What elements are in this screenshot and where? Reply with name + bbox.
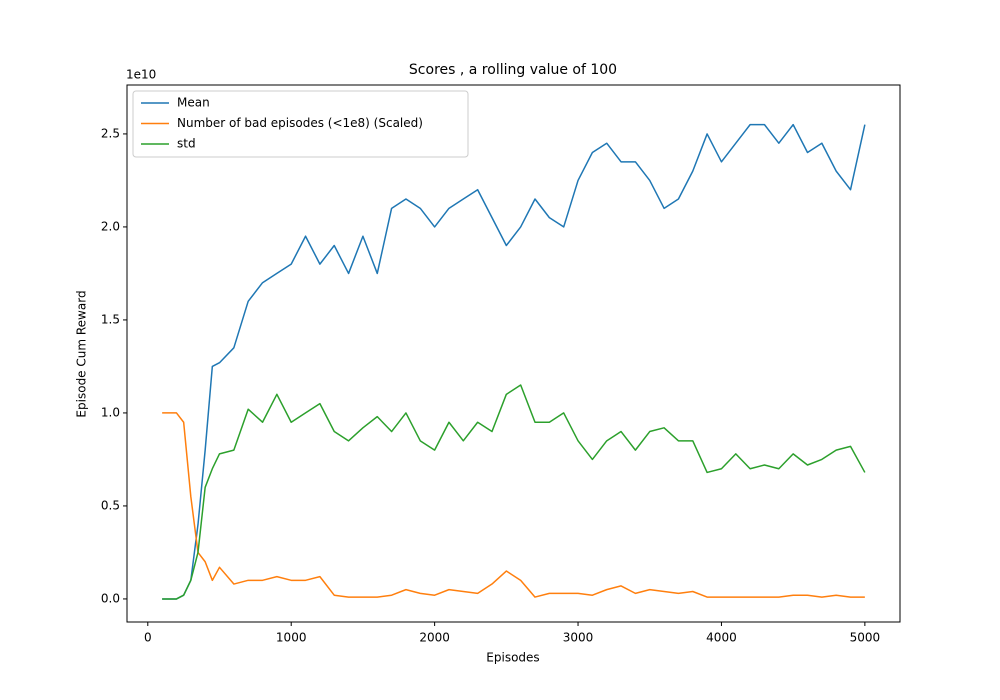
legend: Mean Number of bad episodes (<1e8) (Scale…: [132, 90, 469, 158]
series-line: [162, 412, 865, 598]
chart-title: Scores , a rolling value of 100: [409, 62, 617, 78]
legend-label: std: [177, 137, 196, 151]
x-tick-label: 3000: [563, 631, 594, 645]
y-tick-label: 1.0: [101, 405, 120, 419]
x-tick-label: 5000: [850, 631, 881, 645]
x-tick-label: 4000: [706, 631, 737, 645]
y-offset-label: 1e10: [126, 68, 156, 82]
series-line: [162, 123, 866, 600]
y-axis-label: Episode Cum Reward: [75, 290, 89, 417]
plot-frame: [126, 84, 901, 623]
x-axis-label: Episodes: [486, 651, 539, 665]
x-tick-label: 0: [144, 631, 152, 645]
y-tick-label: 2.5: [101, 126, 120, 140]
x-tick-label: 1000: [276, 631, 307, 645]
y-tick-label: 2.0: [101, 219, 120, 233]
x-tick-label: 2000: [419, 631, 450, 645]
y-tick-label: 0.5: [101, 498, 120, 512]
y-tick-label: 0.0: [101, 591, 120, 605]
legend-label: Mean: [177, 96, 210, 110]
series-line: [162, 384, 866, 600]
legend-label: Number of bad episodes (<1e8) (Scaled): [177, 116, 423, 130]
legend-box: [132, 90, 469, 158]
y-tick-label: 1.5: [101, 312, 120, 326]
